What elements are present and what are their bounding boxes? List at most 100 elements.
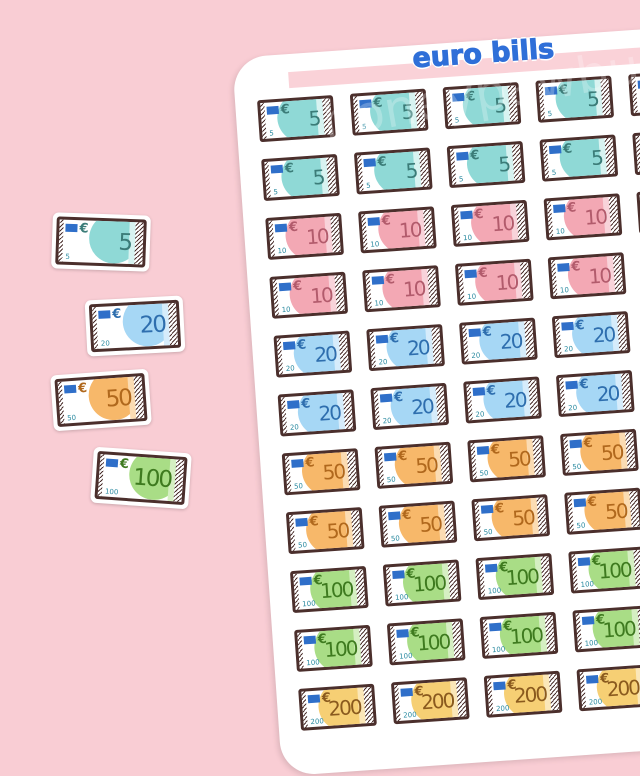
euro-bill-sticker-50: € 50 50 [564, 488, 640, 535]
bill-value: 50 [507, 446, 530, 471]
euro-sign: € [470, 148, 480, 164]
euro-sign: € [394, 390, 404, 406]
euro-bill-sticker-10: € 10 10 [358, 206, 437, 253]
euro-bill-sticker-50: € 50 50 [467, 435, 546, 482]
bill-zigzag [532, 438, 542, 474]
bill-value: 10 [584, 204, 607, 229]
eu-flag-icon [477, 446, 490, 455]
bill-small-value: 5 [273, 188, 278, 196]
euro-bill-sticker-10: € 10 10 [265, 213, 344, 260]
euro-bill-sticker-10: € 10 10 [548, 252, 627, 299]
bill-small-value: 5 [547, 110, 552, 118]
eu-flag-icon [586, 675, 599, 684]
bill-small-value: 10 [467, 293, 476, 302]
euro-bill-sticker-10: € 10 10 [544, 193, 623, 240]
bill-zigzag [549, 674, 559, 710]
bill-small-value: 20 [290, 423, 299, 432]
euro-sign: € [579, 377, 589, 393]
euro-bill-sticker-5: € 5 5 [632, 128, 640, 175]
eu-flag-icon [367, 217, 380, 226]
euro-sign: € [119, 457, 129, 473]
euro-bill-sticker-20: € 20 20 [89, 300, 181, 353]
bill-small-value: 50 [391, 534, 400, 543]
bill-zigzag [448, 563, 458, 599]
euro-bill-sticker-50: € 50 50 [54, 373, 147, 427]
euro-bill-sticker-5: € 5 5 [628, 69, 640, 116]
bill-zigzag [134, 222, 143, 264]
euro-sign: € [309, 514, 319, 530]
bill-value: 20 [499, 329, 522, 354]
bill-zigzag [339, 334, 349, 370]
bill-small-value: 10 [281, 306, 290, 315]
bill-value: 20 [592, 322, 615, 347]
eu-flag-icon [489, 623, 502, 632]
euro-sign: € [398, 449, 408, 465]
euro-bill-sticker-5: € 5 5 [354, 147, 433, 194]
bill-value: 5 [586, 87, 598, 112]
bill-zigzag [435, 386, 445, 422]
euro-sign: € [486, 383, 496, 399]
bill-value: 200 [513, 682, 547, 708]
eu-flag-icon [400, 688, 413, 697]
eu-flag-icon [460, 211, 473, 220]
bill-small-value: 5 [552, 169, 557, 177]
bill-small-value: 5 [65, 253, 70, 261]
bill-value: 100 [598, 557, 632, 583]
bill-small-value: 50 [479, 469, 488, 478]
bill-small-value: 5 [455, 116, 460, 124]
bill-small-value: 200 [496, 704, 510, 713]
euro-bill-sticker-20: € 20 20 [370, 383, 449, 430]
bill-value: 5 [401, 100, 413, 125]
bill-value: 200 [420, 688, 454, 714]
bill-small-value: 20 [564, 345, 573, 354]
bill-small-value: 100 [488, 587, 502, 596]
bill-value: 20 [318, 400, 341, 425]
euro-sign: € [495, 501, 505, 517]
bill-value: 50 [326, 518, 349, 543]
eu-flag-icon [363, 158, 376, 167]
eu-flag-icon [456, 152, 469, 161]
eu-flag-icon [372, 276, 385, 285]
bill-small-value: 100 [395, 593, 409, 602]
eu-flag-icon [271, 165, 284, 174]
eu-flag-icon [275, 224, 288, 233]
bill-zigzag [419, 151, 429, 187]
eu-flag-icon [578, 557, 591, 566]
eu-flag-icon [384, 453, 397, 462]
eu-flag-icon [392, 570, 405, 579]
bill-small-value: 5 [269, 129, 274, 137]
eu-flag-icon [473, 387, 486, 396]
euro-bill-sticker-100: € 100 100 [383, 559, 462, 606]
euro-sign: € [466, 89, 476, 105]
euro-sign: € [482, 325, 492, 341]
bill-zigzag [363, 687, 373, 723]
euro-bill-sticker-50: € 50 50 [286, 507, 365, 554]
euro-bill-sticker-5: € 5 5 [535, 76, 614, 123]
bill-value: 100 [319, 577, 353, 603]
bill-value: 10 [310, 283, 333, 308]
bill-zigzag [334, 275, 344, 311]
euro-bill-sticker-100: € 100 100 [480, 612, 559, 659]
euro-sign: € [293, 279, 303, 295]
bill-zigzag [427, 268, 437, 304]
eu-flag-icon [396, 629, 409, 638]
euro-bill-sticker-200: € 200 200 [391, 677, 470, 724]
bill-small-value: 10 [463, 234, 472, 243]
eu-flag-icon [549, 145, 562, 154]
euro-sign: € [583, 436, 593, 452]
bill-value: 5 [405, 158, 417, 183]
euro-sign: € [478, 266, 488, 282]
bill-zigzag [617, 314, 627, 350]
bill-value: 100 [416, 629, 450, 655]
bill-value: 100 [602, 616, 636, 642]
bill-small-value: 100 [580, 580, 594, 589]
euro-sign: € [567, 200, 577, 216]
bill-small-value: 20 [382, 417, 391, 426]
eu-flag-icon [279, 282, 292, 291]
euro-bill-sticker-100: € 100 100 [290, 566, 369, 613]
euro-bill-sticker-20: € 20 20 [278, 389, 357, 436]
eu-flag-icon [359, 99, 372, 108]
bill-small-value: 10 [560, 286, 569, 295]
bill-small-value: 5 [459, 175, 464, 183]
eu-flag-icon [64, 385, 77, 394]
